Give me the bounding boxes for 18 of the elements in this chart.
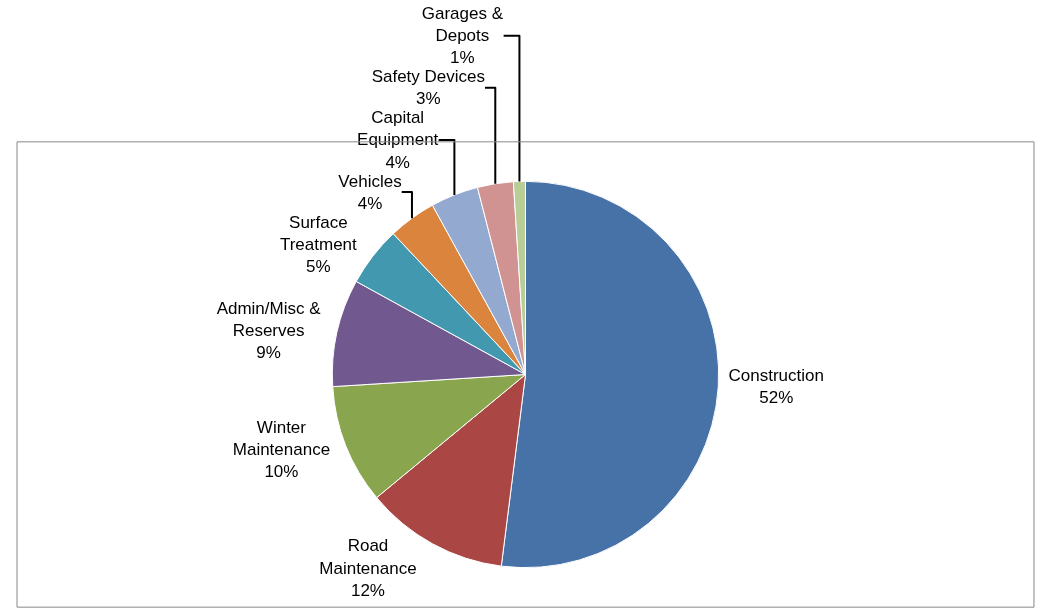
data-label: 12% bbox=[350, 580, 385, 600]
data-label: 4% bbox=[385, 152, 410, 172]
data-label: 10% bbox=[264, 462, 299, 482]
slice-label: Garages & Depots bbox=[421, 4, 504, 46]
data-label: 3% bbox=[416, 89, 441, 109]
slice-label: Admin/Misc & Reserves bbox=[216, 299, 322, 341]
slice-label: Surface Treatment bbox=[279, 212, 358, 254]
slice-label: Safety Devices bbox=[371, 67, 486, 87]
slice-label: Road Maintenance bbox=[319, 536, 417, 578]
data-label: 5% bbox=[306, 256, 331, 276]
slice-label: Construction bbox=[728, 366, 824, 386]
data-label: 52% bbox=[759, 388, 794, 408]
data-label: 1% bbox=[450, 48, 475, 68]
data-label: 9% bbox=[256, 343, 281, 363]
slice-label: Capital Equipment bbox=[357, 108, 439, 150]
data-label: 4% bbox=[357, 193, 383, 213]
slice-label: Vehicles bbox=[338, 171, 402, 191]
slice-label: Winter Maintenance bbox=[232, 418, 331, 460]
